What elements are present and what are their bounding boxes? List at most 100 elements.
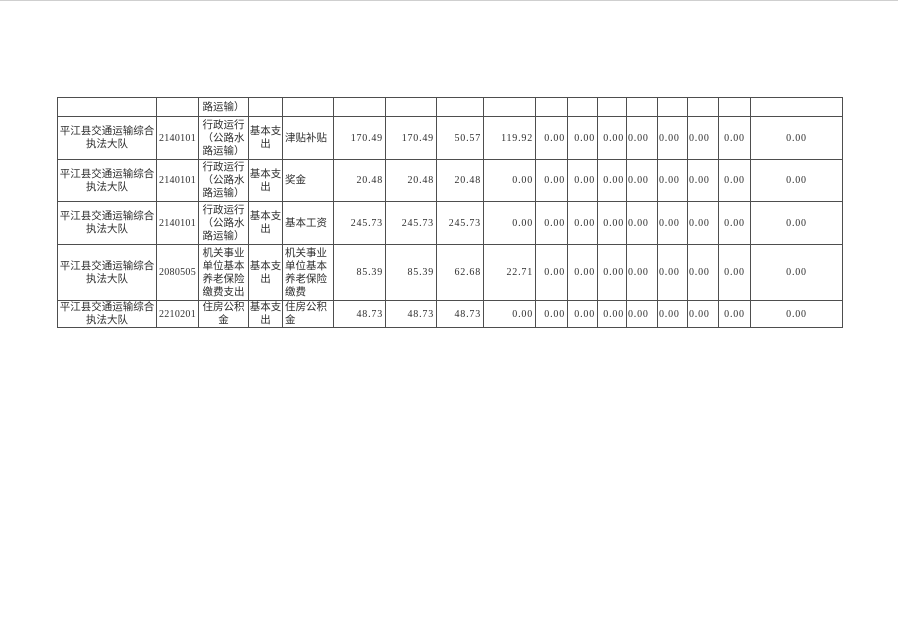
table-cell: 机关事业 单位基本 养老保险 缴费	[282, 244, 334, 301]
table-cell: 170.49	[385, 116, 437, 160]
table-cell: 0.00	[567, 244, 598, 301]
table-cell: 85.39	[385, 244, 437, 301]
table-cell: 平江县交通运输综合 执法大队	[57, 116, 157, 160]
table-cell: 22.71	[483, 244, 536, 301]
table-cell: 行政运行 （公路水 路运输）	[198, 201, 249, 245]
table-cell: 62.68	[436, 244, 484, 301]
table-cell: 路运输）	[198, 97, 249, 117]
table-cell: 基本支 出	[248, 116, 283, 160]
table-cell: 0.00	[535, 116, 568, 160]
table-cell: 0.00	[567, 116, 598, 160]
table-cell: 48.73	[385, 300, 437, 328]
table-cell	[687, 97, 719, 117]
table-cell: 0.00	[535, 201, 568, 245]
table-cell: 0.00	[567, 159, 598, 202]
table-cell: 0.00	[687, 244, 719, 301]
table-cell: 119.92	[483, 116, 536, 160]
table-cell	[718, 97, 751, 117]
table-cell: 0.00	[718, 159, 751, 202]
table-cell: 0.00	[567, 300, 598, 328]
table-cell: 48.73	[436, 300, 484, 328]
budget-table: 路运输） 平江县交通运输综合 执法大队 2140101 行政运行 （公路	[57, 97, 843, 328]
table-cell: 0.00	[687, 300, 719, 328]
table-cell: 津贴补贴	[282, 116, 334, 160]
table-cell: 0.00	[535, 159, 568, 202]
table-row: 平江县交通运输综合 执法大队 2210201 住房公积 金 基本支 出 住房公积…	[57, 300, 843, 328]
table-cell	[597, 97, 627, 117]
table-cell: 奖金	[282, 159, 334, 202]
table-cell: 0.00	[750, 300, 843, 328]
table-row: 平江县交通运输综合 执法大队 2140101 行政运行 （公路水 路运输） 基本…	[57, 159, 843, 202]
table-cell: 0.00	[597, 244, 627, 301]
table-cell: 20.48	[436, 159, 484, 202]
table-cell: 245.73	[333, 201, 386, 245]
table-cell: 245.73	[385, 201, 437, 245]
table-cell: 行政运行 （公路水 路运输）	[198, 116, 249, 160]
table-cell: 0.00	[626, 116, 658, 160]
table-cell: 2140101	[156, 201, 199, 245]
table-cell	[436, 97, 484, 117]
table-cell: 0.00	[597, 116, 627, 160]
table-cell: 2210201	[156, 300, 199, 328]
table-cell	[248, 97, 283, 117]
table-cell	[567, 97, 598, 117]
table-cell: 0.00	[597, 300, 627, 328]
table-cell: 0.00	[626, 244, 658, 301]
table-cell: 0.00	[750, 116, 843, 160]
table-cell: 0.00	[626, 201, 658, 245]
table-row: 平江县交通运输综合 执法大队 2140101 行政运行 （公路水 路运输） 基本…	[57, 116, 843, 160]
table-cell: 基本支 出	[248, 244, 283, 301]
table-cell: 48.73	[333, 300, 386, 328]
table-cell: 0.00	[626, 159, 658, 202]
table-cell: 0.00	[718, 244, 751, 301]
table-row: 平江县交通运输综合 执法大队 2140101 行政运行 （公路水 路运输） 基本…	[57, 201, 843, 245]
table-cell: 0.00	[657, 159, 688, 202]
table-cell: 0.00	[750, 244, 843, 301]
table-cell: 0.00	[483, 300, 536, 328]
table-cell: 0.00	[535, 244, 568, 301]
table-cell: 0.00	[718, 300, 751, 328]
table-cell: 0.00	[567, 201, 598, 245]
table-cell	[750, 97, 843, 117]
table-cell: 0.00	[750, 159, 843, 202]
table-cell: 0.00	[687, 201, 719, 245]
table-cell: 基本工资	[282, 201, 334, 245]
table-cell: 20.48	[385, 159, 437, 202]
table-cell: 机关事业 单位基本 养老保险 缴费支出	[198, 244, 249, 301]
table-cell: 0.00	[597, 201, 627, 245]
table-cell: 平江县交通运输综合 执法大队	[57, 300, 157, 328]
table-cell: 0.00	[750, 201, 843, 245]
table-cell	[333, 97, 386, 117]
table-cell: 2140101	[156, 159, 199, 202]
table-cell: 2080505	[156, 244, 199, 301]
table-cell: 基本支 出	[248, 159, 283, 202]
table-cell: 0.00	[483, 201, 536, 245]
table-cell: 行政运行 （公路水 路运输）	[198, 159, 249, 202]
table-row: 路运输）	[57, 97, 843, 117]
table-cell: 0.00	[483, 159, 536, 202]
table-cell	[657, 97, 688, 117]
table-cell: 平江县交通运输综合 执法大队	[57, 244, 157, 301]
table-cell: 平江县交通运输综合 执法大队	[57, 201, 157, 245]
page-top-edge	[0, 0, 898, 1]
table-row: 平江县交通运输综合 执法大队 2080505 机关事业 单位基本 养老保险 缴费…	[57, 244, 843, 301]
table-cell: 0.00	[657, 300, 688, 328]
table-cell: 0.00	[687, 116, 719, 160]
table-cell: 0.00	[626, 300, 658, 328]
table-cell: 2140101	[156, 116, 199, 160]
table-cell: 0.00	[718, 116, 751, 160]
table-cell: 245.73	[436, 201, 484, 245]
table-cell: 基本支 出	[248, 300, 283, 328]
table-cell: 基本支 出	[248, 201, 283, 245]
table-cell: 住房公积 金	[282, 300, 334, 328]
table-cell: 0.00	[657, 201, 688, 245]
table-cell: 0.00	[535, 300, 568, 328]
table-cell	[282, 97, 334, 117]
table-cell: 0.00	[597, 159, 627, 202]
table-cell	[156, 97, 199, 117]
table-cell: 平江县交通运输综合 执法大队	[57, 159, 157, 202]
table-cell: 50.57	[436, 116, 484, 160]
table-cell: 170.49	[333, 116, 386, 160]
table-cell	[483, 97, 536, 117]
